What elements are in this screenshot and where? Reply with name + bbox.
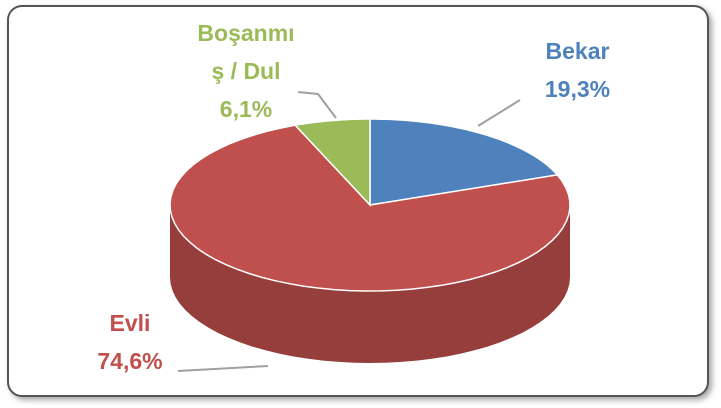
leader-line — [177, 365, 269, 372]
value-label: 19,3% — [544, 76, 611, 102]
category-label: Boşanmış / Dul — [197, 20, 295, 84]
slice-label: Bekar 19,3% — [520, 32, 635, 108]
value-label: 6,1% — [219, 96, 273, 122]
leader-line — [297, 91, 337, 119]
slice — [369, 118, 559, 206]
slice — [169, 124, 571, 292]
slice-label: Evli 74,6% — [70, 304, 190, 380]
leader-line — [477, 99, 521, 127]
category-label: Bekar — [545, 38, 610, 64]
pie — [169, 118, 571, 363]
slice-label: Boşanmış / Dul 6,1% — [196, 14, 296, 128]
category-label: Evli — [109, 310, 151, 336]
slice-side — [170, 205, 570, 363]
slice — [293, 118, 371, 207]
value-label: 74,6% — [97, 348, 163, 374]
